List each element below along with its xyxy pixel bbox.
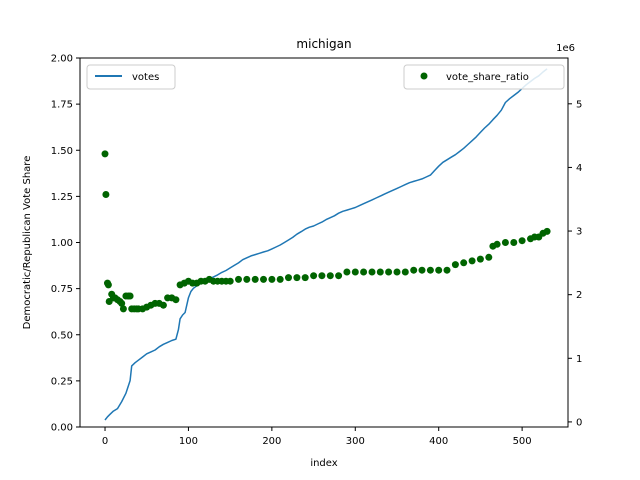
y-tick-label: 1.50 <box>51 146 73 157</box>
scatter-point-vote-share-ratio <box>501 239 509 246</box>
scatter-point-vote-share-ratio <box>393 268 401 276</box>
scatter-point-vote-share-ratio <box>401 268 409 276</box>
scatter-point-vote-share-ratio <box>518 237 526 245</box>
legend-left-box <box>86 64 176 90</box>
scatter-point-vote-share-ratio <box>468 257 476 265</box>
scatter-point-vote-share-ratio <box>285 274 292 282</box>
y-tick-label: 0.00 <box>51 423 73 434</box>
scatter-point-vote-share-ratio <box>376 268 384 276</box>
y-tick-label: 2.00 <box>51 54 73 65</box>
scatter-point-vote-share-ratio <box>101 150 109 158</box>
scatter-point-vote-share-ratio <box>360 268 368 276</box>
scatter-point-vote-share-ratio <box>343 268 351 276</box>
x-tick-label: 400 <box>429 436 448 447</box>
legend-right-box <box>403 64 565 90</box>
scatter-point-vote-share-ratio <box>318 272 326 280</box>
y-tick-label: 0.25 <box>51 376 73 387</box>
y-axis-label: Democratic/Republican Vote Share <box>22 156 33 330</box>
y-tick-label: 0.75 <box>51 284 73 295</box>
scatter-point-vote-share-ratio <box>104 281 112 289</box>
scatter-point-vote-share-ratio <box>276 275 284 283</box>
y2-tick-label: 2 <box>576 290 582 301</box>
scatter-point-vote-share-ratio <box>301 274 309 282</box>
scatter-point-vote-share-ratio <box>351 268 359 276</box>
scatter-point-vote-share-ratio <box>268 275 276 283</box>
y-tick-label: 1.75 <box>51 100 73 111</box>
plot-frame <box>79 57 569 428</box>
scatter-point-vote-share-ratio <box>335 272 343 280</box>
scatter-point-vote-share-ratio <box>118 299 126 307</box>
scatter-point-vote-share-ratio <box>226 277 234 285</box>
plot-area <box>80 58 568 427</box>
scatter-point-vote-share-ratio <box>243 275 251 283</box>
y-tick-label: 1.00 <box>51 238 73 249</box>
x-tick-label: 300 <box>346 436 365 447</box>
scatter-point-vote-share-ratio <box>543 227 551 235</box>
scatter-point-vote-share-ratio <box>310 272 318 280</box>
y2-tick-label: 3 <box>576 227 582 238</box>
scatter-point-vote-share-ratio <box>368 268 376 276</box>
scatter-point-vote-share-ratio <box>435 266 443 274</box>
y2-tick-label: 0 <box>576 417 582 428</box>
y2-offset-label: 1e6 <box>556 43 575 54</box>
legend-ratio-label: vote_share_ratio <box>446 72 529 83</box>
scatter-point-vote-share-ratio <box>418 266 426 274</box>
scatter-point-vote-share-ratio <box>451 261 459 269</box>
x-tick-label: 500 <box>513 436 532 447</box>
scatter-point-vote-share-ratio <box>260 275 267 283</box>
y-tick-label: 1.25 <box>51 192 73 203</box>
scatter-point-vote-share-ratio <box>102 191 110 198</box>
scatter-point-vote-share-ratio <box>159 301 167 309</box>
scatter-point-vote-share-ratio <box>293 274 301 282</box>
scatter-point-vote-share-ratio <box>119 305 127 313</box>
scatter-point-vote-share-ratio <box>485 253 493 261</box>
scatter-point-vote-share-ratio <box>385 268 393 276</box>
x-axis-label: index <box>310 458 337 469</box>
x-tick-label: 0 <box>102 436 108 447</box>
scatter-point-vote-share-ratio <box>510 239 518 246</box>
scatter-point-vote-share-ratio <box>126 292 134 300</box>
series-line-votes <box>104 68 548 421</box>
legend-votes-label: votes <box>132 72 159 83</box>
chart-title: michigan <box>296 37 351 51</box>
y2-tick-label: 4 <box>576 163 582 174</box>
scatter-point-vote-share-ratio <box>426 266 434 274</box>
scatter-point-vote-share-ratio <box>410 266 418 274</box>
scatter-point-vote-share-ratio <box>235 275 242 283</box>
scatter-point-vote-share-ratio <box>172 296 180 304</box>
scatter-point-vote-share-ratio <box>493 240 501 248</box>
scatter-point-vote-share-ratio <box>476 255 484 263</box>
y2-tick-label: 5 <box>576 99 582 110</box>
legend-right: vote_share_ratio <box>403 64 565 90</box>
y-tick-label: 0.50 <box>51 330 73 341</box>
legend-ratio-swatch <box>420 72 428 80</box>
scatter-point-vote-share-ratio <box>326 272 334 280</box>
scatter-point-vote-share-ratio <box>251 275 259 283</box>
legend-left: votes <box>86 64 176 90</box>
scatter-point-vote-share-ratio <box>460 259 468 267</box>
x-tick-label: 100 <box>179 436 198 447</box>
x-tick-label: 200 <box>262 436 281 447</box>
scatter-point-vote-share-ratio <box>443 266 451 274</box>
y2-tick-label: 1 <box>576 354 582 365</box>
